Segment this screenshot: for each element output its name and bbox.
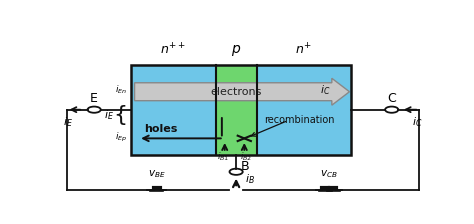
Bar xyxy=(131,65,351,155)
Text: $p$: $p$ xyxy=(231,43,241,58)
Text: C: C xyxy=(387,92,396,105)
Text: $i_B$: $i_B$ xyxy=(246,173,255,186)
Text: $v_{BE}$: $v_{BE}$ xyxy=(148,168,165,179)
Text: {: { xyxy=(113,105,128,125)
Text: $i_{B2}$: $i_{B2}$ xyxy=(240,150,252,163)
Text: $n^{++}$: $n^{++}$ xyxy=(160,43,186,58)
Bar xyxy=(256,65,351,155)
Text: $i_{Ep}$: $i_{Ep}$ xyxy=(115,131,127,144)
Text: $i_E$: $i_E$ xyxy=(104,108,114,122)
Text: electrons: electrons xyxy=(210,87,262,97)
Text: $v_{CB}$: $v_{CB}$ xyxy=(320,168,338,179)
Text: $i_C$: $i_C$ xyxy=(412,115,423,129)
Text: $n^{+}$: $n^{+}$ xyxy=(295,43,312,58)
Text: E: E xyxy=(90,92,98,105)
Text: $i_E$: $i_E$ xyxy=(64,115,73,129)
Text: $i_C$: $i_C$ xyxy=(319,83,330,97)
Text: $i_{En}$: $i_{En}$ xyxy=(115,84,127,96)
Text: $i_{B1}$: $i_{B1}$ xyxy=(217,150,229,163)
Text: B: B xyxy=(241,160,250,173)
Bar xyxy=(216,65,256,155)
Bar xyxy=(131,65,216,155)
FancyArrow shape xyxy=(135,78,349,105)
Text: recombination: recombination xyxy=(264,115,335,125)
Text: holes: holes xyxy=(144,124,177,134)
